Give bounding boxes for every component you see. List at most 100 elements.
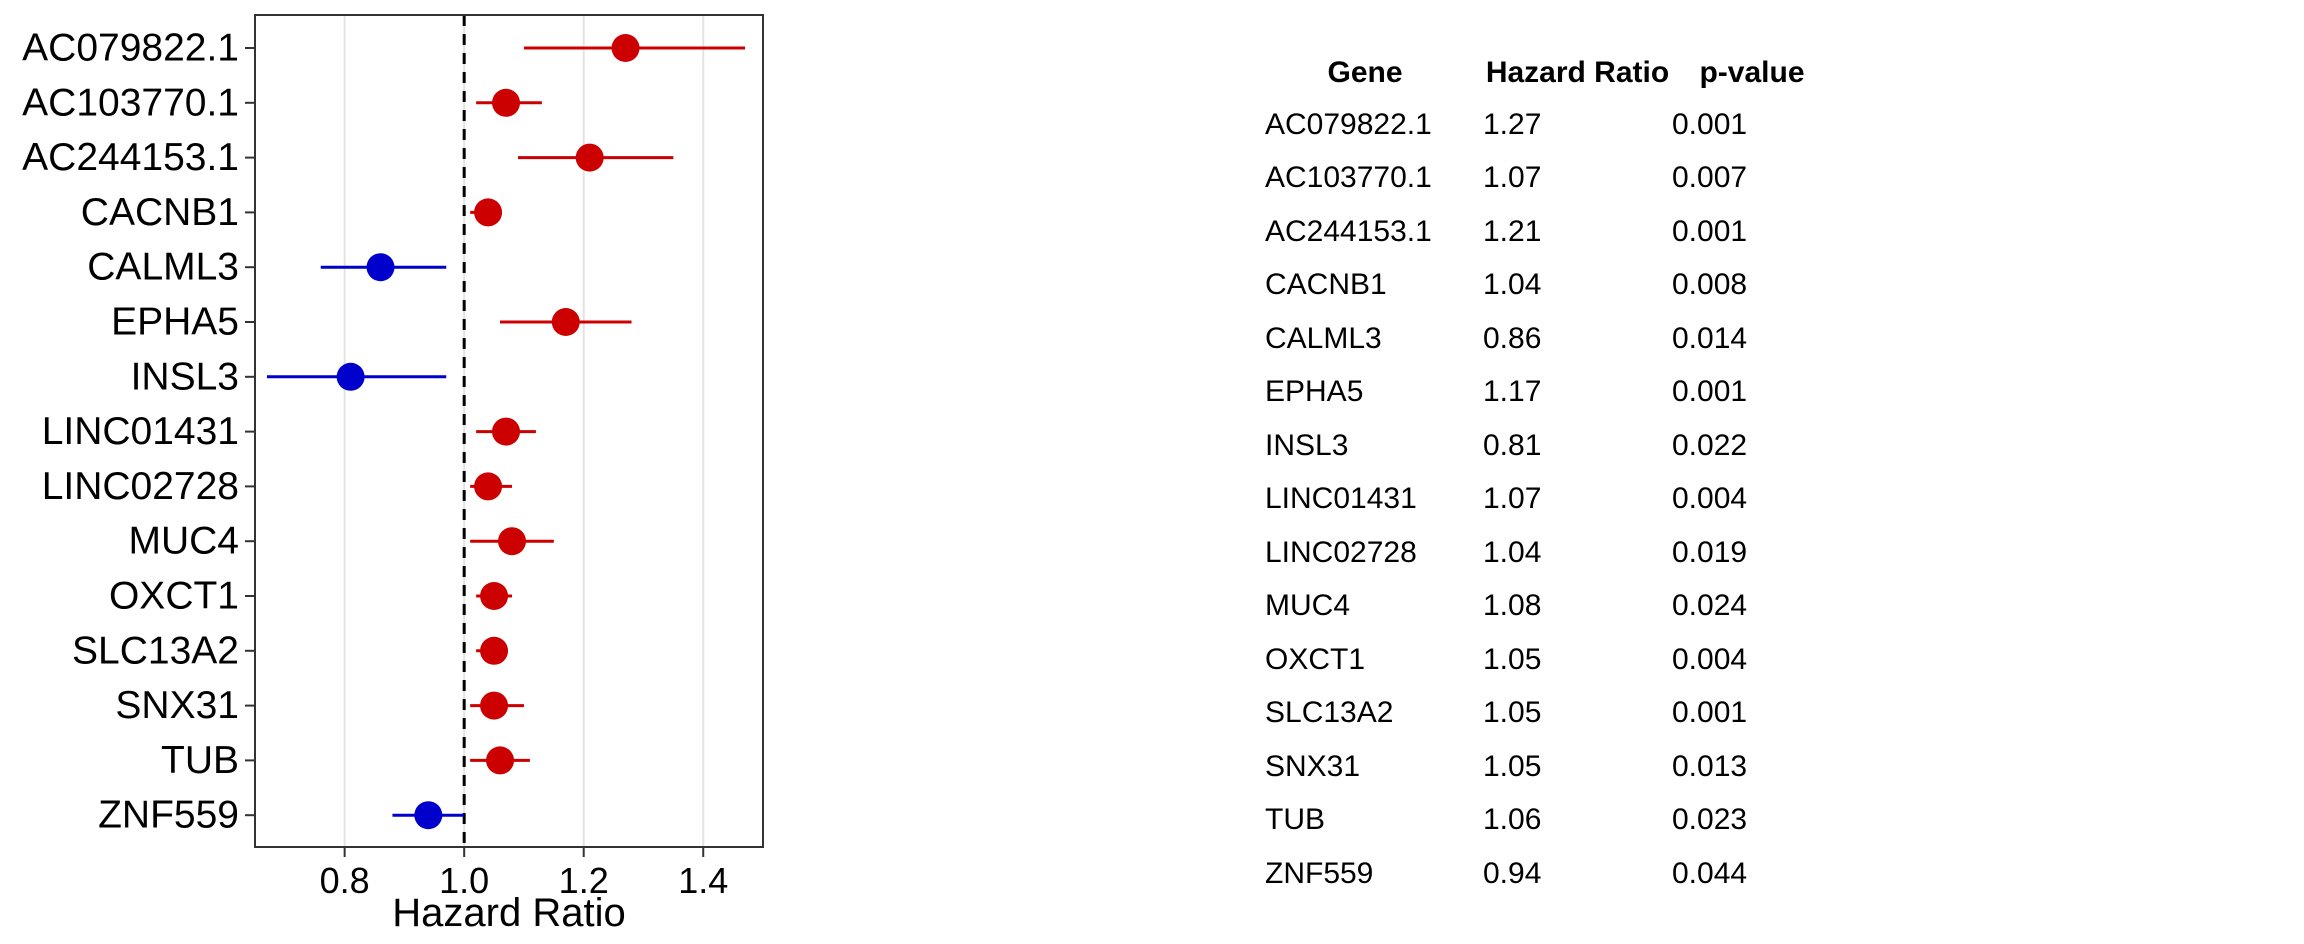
hr-cell: 1.05 <box>1483 642 1542 676</box>
y-tick-label: LINC01431 <box>42 410 239 453</box>
y-tick-label: AC244153.1 <box>22 136 239 179</box>
table-row: INSL3 0.81 0.022 <box>1265 419 1832 473</box>
table-row: AC244153.1 1.21 0.001 <box>1265 205 1832 259</box>
p-value-cell: 0.008 <box>1672 268 1748 302</box>
hr-cell: 1.04 <box>1483 535 1542 569</box>
gene-cell: MUC4 <box>1265 589 1351 623</box>
gene-cell: CALML3 <box>1265 321 1382 355</box>
x-tick-label: 1.4 <box>678 860 728 901</box>
table-row: AC079822.1 1.27 0.001 <box>1265 98 1832 152</box>
x-tick-label: 0.8 <box>320 860 370 901</box>
hr-cell: 1.08 <box>1483 589 1542 623</box>
gene-cell: OXCT1 <box>1265 642 1366 676</box>
p-value-cell: 0.004 <box>1672 482 1748 516</box>
hr-cell: 1.17 <box>1483 375 1542 409</box>
hr-point <box>480 636 509 665</box>
hr-cell: 0.94 <box>1483 856 1542 890</box>
hr-point <box>492 88 521 117</box>
p-value-cell: 0.004 <box>1672 642 1748 676</box>
hr-point <box>474 472 503 501</box>
gene-cell: SLC13A2 <box>1265 696 1394 730</box>
hr-point <box>497 527 526 556</box>
hr-cell: 0.81 <box>1483 428 1542 462</box>
table-row: LINC01431 1.07 0.004 <box>1265 473 1832 527</box>
table-row: MUC4 1.08 0.024 <box>1265 580 1832 634</box>
hr-point <box>480 582 509 610</box>
gene-cell: LINC02728 <box>1265 535 1417 569</box>
y-tick-label: MUC4 <box>128 520 239 563</box>
header-gene: Gene <box>1327 56 1403 89</box>
x-axis-title: Hazard Ratio <box>392 891 625 935</box>
y-tick-label: LINC02728 <box>42 465 239 508</box>
hr-cell: 1.21 <box>1483 214 1542 248</box>
y-tick-label: TUB <box>161 739 239 782</box>
gene-cell: EPHA5 <box>1265 375 1364 409</box>
hr-cell: 1.04 <box>1483 268 1542 302</box>
y-tick-label: EPHA5 <box>111 301 239 344</box>
y-tick-label: SLC13A2 <box>72 629 239 672</box>
y-tick-label: CACNB1 <box>81 191 239 234</box>
table-row: TUB 1.06 0.023 <box>1265 794 1832 848</box>
p-value-cell: 0.013 <box>1672 749 1748 783</box>
x-tick-label: 1.2 <box>559 860 609 901</box>
hr-point <box>480 691 509 720</box>
hazard-ratio-table: Gene Hazard Ratio p-value AC079822.1 1.27… <box>1265 48 1832 901</box>
p-value-cell: 0.007 <box>1672 161 1748 195</box>
header-p-value: p-value <box>1699 56 1805 89</box>
hr-point <box>414 801 443 830</box>
table-row: SLC13A2 1.05 0.001 <box>1265 687 1832 741</box>
p-value-cell: 0.022 <box>1672 428 1748 462</box>
table-row: CALML3 0.86 0.014 <box>1265 312 1832 366</box>
y-tick-label: AC103770.1 <box>22 81 239 124</box>
p-value-cell: 0.019 <box>1672 535 1748 569</box>
gene-cell: CACNB1 <box>1265 268 1387 302</box>
y-tick-label: SNX31 <box>115 684 239 727</box>
hr-cell: 1.07 <box>1483 161 1542 195</box>
y-tick-label: ZNF559 <box>98 794 239 837</box>
gene-cell: INSL3 <box>1265 428 1349 462</box>
hr-cell: 1.07 <box>1483 482 1542 516</box>
x-tick-label: 1.0 <box>439 860 489 901</box>
hr-point <box>366 253 395 282</box>
gene-cell: TUB <box>1265 803 1325 837</box>
hr-point <box>336 362 365 391</box>
hr-point <box>611 34 640 62</box>
plot-panel-border <box>254 14 764 848</box>
y-tick-label: OXCT1 <box>109 575 239 618</box>
gene-cell: SNX31 <box>1265 749 1361 783</box>
gene-cell: LINC01431 <box>1265 482 1417 516</box>
hr-point <box>474 198 503 227</box>
table-row: CACNB1 1.04 0.008 <box>1265 259 1832 313</box>
table-row: AC103770.1 1.07 0.007 <box>1265 152 1832 206</box>
hr-point <box>575 143 604 172</box>
gene-cell: AC079822.1 <box>1265 107 1432 141</box>
p-value-cell: 0.001 <box>1672 696 1748 730</box>
table-row: EPHA5 1.17 0.001 <box>1265 366 1832 420</box>
table-header-row: Gene Hazard Ratio p-value <box>1265 48 1832 98</box>
hr-cell: 1.27 <box>1483 107 1542 141</box>
table-row: OXCT1 1.05 0.004 <box>1265 633 1832 687</box>
p-value-cell: 0.001 <box>1672 107 1748 141</box>
table-row: SNX31 1.05 0.013 <box>1265 740 1832 794</box>
gene-cell: AC103770.1 <box>1265 161 1432 195</box>
y-tick-label: CALML3 <box>87 246 239 289</box>
hr-point <box>486 746 515 775</box>
hr-point <box>551 308 580 336</box>
hr-cell: 1.05 <box>1483 749 1542 783</box>
hr-point <box>492 417 521 446</box>
p-value-cell: 0.044 <box>1672 856 1748 890</box>
table-row: LINC02728 1.04 0.019 <box>1265 526 1832 580</box>
table-row: ZNF559 0.94 0.044 <box>1265 847 1832 901</box>
hr-cell: 1.06 <box>1483 803 1542 837</box>
forest-plot: AC079822.1 AC103770.1 AC244153.1 CACNB1 CALM… <box>22 14 764 935</box>
hr-cell: 1.05 <box>1483 696 1542 730</box>
header-hazard-ratio: Hazard Ratio <box>1485 56 1670 89</box>
p-value-cell: 0.001 <box>1672 214 1748 248</box>
y-tick-label: AC079822.1 <box>22 27 239 70</box>
p-value-cell: 0.024 <box>1672 589 1748 623</box>
p-value-cell: 0.001 <box>1672 375 1748 409</box>
y-tick-label: INSL3 <box>131 355 239 398</box>
p-value-cell: 0.023 <box>1672 803 1748 837</box>
gene-cell: ZNF559 <box>1265 856 1374 890</box>
hr-cell: 0.86 <box>1483 321 1542 355</box>
